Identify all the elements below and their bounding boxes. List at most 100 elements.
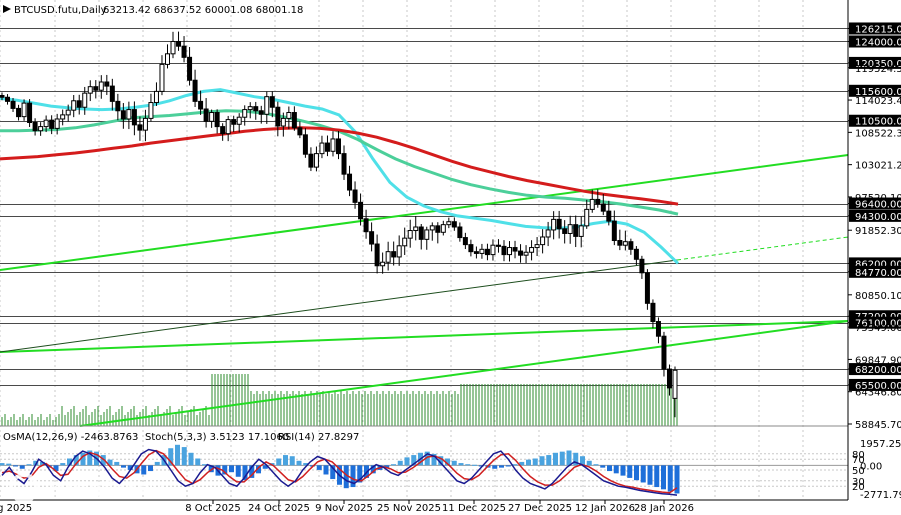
candle-body (65, 109, 71, 116)
price-level-box (849, 56, 901, 69)
price-tick-label: 91852.30 (855, 226, 901, 237)
osma-bar (674, 465, 680, 494)
candle-body (490, 244, 496, 256)
osma-bar (222, 465, 228, 475)
candle-body (468, 244, 474, 253)
candle-body (639, 258, 645, 274)
osma-bar (451, 460, 457, 466)
time-tick-label: 12 Jan 2026 (575, 503, 635, 514)
price-tick-label: 76100.00 (855, 319, 901, 330)
candle-body (38, 126, 44, 132)
candle-body (578, 225, 584, 237)
price-level-box (849, 316, 901, 329)
osma-bar (208, 465, 214, 473)
osma-bar (229, 465, 234, 473)
stoch-level-label: 80 (852, 450, 865, 461)
candle-body (187, 56, 193, 81)
candle-body (297, 127, 303, 136)
candle-body (479, 248, 485, 254)
candle-body (413, 226, 419, 232)
trend-channels (0, 154, 849, 427)
candle-body (457, 226, 463, 239)
osma-bar (607, 465, 612, 472)
time-tick-label: 25 Nov 2025 (377, 503, 441, 514)
candle-body (148, 102, 154, 119)
osma-bar (424, 451, 430, 466)
osma-bar (343, 465, 349, 489)
candle-body (220, 126, 226, 135)
candle-body (518, 250, 524, 256)
watermark-brand: instaforex (44, 474, 165, 505)
time-tick-label: 11 Dec 2025 (442, 503, 506, 514)
osma-bar (553, 452, 558, 466)
channel-mid (0, 320, 849, 353)
candle-body (104, 81, 110, 87)
price-tick-label: 80850.10 (855, 291, 901, 302)
candle-body (374, 243, 380, 267)
osma-bar (141, 465, 147, 475)
candle-body (495, 244, 501, 247)
osma-bar (532, 458, 538, 466)
osma-bar (404, 457, 410, 466)
price-tick-label: 110500.00 (855, 117, 901, 128)
candle-body (633, 248, 639, 260)
price-level-box (849, 197, 901, 210)
price-tick-label: 120350.00 (855, 59, 901, 70)
osma-bar (0, 463, 5, 466)
candle-body (21, 102, 27, 118)
candle-body (347, 173, 353, 191)
osma-bar (431, 453, 437, 466)
osma-bar (6, 463, 12, 466)
osma-bar (100, 455, 106, 466)
osma-bar (289, 456, 295, 466)
candle-body (247, 106, 253, 111)
candle-body (209, 112, 215, 122)
osma-bar (262, 465, 268, 469)
candle-body (336, 138, 341, 155)
osma-bar (316, 465, 322, 470)
candle-body (556, 218, 562, 230)
candle-body (192, 79, 198, 102)
candle-body (27, 102, 33, 124)
time-tick-label: 24 Oct 2025 (248, 503, 310, 514)
osma-bar (114, 461, 120, 466)
candle-body (87, 86, 93, 94)
candle-body (120, 110, 126, 120)
osma-bar (593, 464, 599, 466)
candle-body (313, 153, 319, 168)
candle-body (551, 218, 557, 231)
stoch-level-label: 20 (852, 482, 865, 493)
candle-body (540, 236, 546, 246)
osma-bar (647, 465, 653, 485)
osma-bar (19, 465, 25, 469)
osma-bar (613, 465, 619, 474)
osma-bar (472, 464, 477, 466)
symbol-label: BTCUSD.futu,Daily (14, 5, 107, 16)
indicator-panel: OsMA(12,26,9) -2463.8763 Stoch(5,3,3) 3.… (0, 425, 848, 496)
candle-body (611, 220, 617, 242)
candle-body (54, 118, 60, 129)
candle-body (291, 112, 297, 129)
candle-body (142, 117, 148, 131)
watermark: instaforex Instant Forex Trading (9, 473, 165, 515)
osma-label: OsMA(12,26,9) -2463.8763 (3, 432, 138, 443)
candle-body (43, 119, 49, 128)
median-line (0, 259, 678, 353)
candle-body (363, 218, 369, 233)
osma-bar (175, 444, 180, 466)
candle-body (16, 107, 22, 118)
osma-bar (256, 465, 261, 474)
candle-body (622, 241, 628, 246)
candle-body (429, 225, 435, 231)
candle-body (589, 198, 595, 210)
price-tick-label: 119524.50 (855, 64, 901, 75)
candle-body (330, 138, 336, 152)
price-tick-label: 64346.80 (855, 388, 901, 399)
ohlc-label: 63213.42 68637.52 60001.08 68001.18 (103, 5, 303, 16)
price-tick-label: 96400.00 (855, 200, 901, 211)
candle-body (661, 335, 667, 370)
candle-body (319, 142, 325, 155)
osma-bar (391, 464, 396, 466)
candle-body (407, 230, 413, 239)
